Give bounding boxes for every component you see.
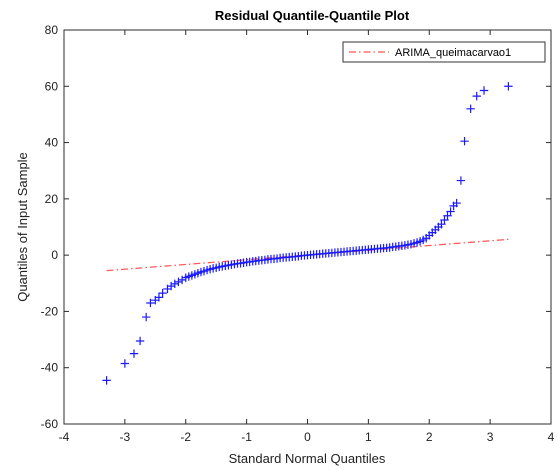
data-point bbox=[174, 277, 183, 287]
data-point bbox=[446, 207, 455, 216]
axis-ticks: -4 -3 -2 -1 0 1 2 3 4 -60 -40 -20 0 20 40 60 80 bbox=[41, 23, 555, 444]
y-axis-label: Quantiles of Input Sample bbox=[15, 152, 30, 302]
data-point bbox=[443, 211, 452, 220]
x-tick-label: 2 bbox=[426, 430, 433, 444]
data-point bbox=[479, 86, 489, 95]
data-point bbox=[135, 336, 145, 346]
data-point bbox=[437, 219, 446, 229]
data-point bbox=[129, 349, 139, 358]
data-point bbox=[170, 279, 179, 289]
x-axis-label: Standard Normal Quantiles bbox=[229, 451, 386, 466]
x-tick-label: -3 bbox=[120, 430, 131, 444]
y-tick-label: 20 bbox=[45, 192, 59, 206]
y-tick-label: -60 bbox=[41, 417, 59, 431]
data-point bbox=[102, 376, 111, 385]
x-tick-label: -1 bbox=[241, 430, 252, 444]
x-tick-label: 0 bbox=[304, 430, 311, 444]
x-tick-label: -2 bbox=[180, 430, 191, 444]
data-point bbox=[472, 91, 481, 101]
x-tick-label: 1 bbox=[365, 430, 372, 444]
x-tick-label: -4 bbox=[59, 430, 70, 444]
y-tick-label: 0 bbox=[51, 248, 58, 262]
y-tick-label: -20 bbox=[41, 304, 59, 318]
chart-title: Residual Quantile-Quantile Plot bbox=[215, 8, 410, 23]
x-tick-label: 4 bbox=[548, 430, 555, 444]
reference-line bbox=[106, 238, 509, 272]
y-tick-label: 80 bbox=[45, 23, 59, 37]
y-tick-label: 40 bbox=[45, 136, 59, 150]
y-tick-label: 60 bbox=[45, 79, 59, 93]
data-point bbox=[504, 82, 513, 91]
data-point bbox=[120, 359, 130, 368]
legend: ARIMA_queimacarvao1 bbox=[342, 41, 546, 63]
data-point bbox=[154, 293, 164, 302]
legend-box bbox=[342, 41, 546, 63]
data-point bbox=[456, 176, 466, 185]
data-point bbox=[146, 298, 155, 308]
x-tick-label: 3 bbox=[487, 430, 494, 444]
data-points-layer bbox=[102, 82, 513, 385]
data-point bbox=[452, 198, 461, 208]
y-tick-label: -40 bbox=[41, 361, 59, 375]
plot-area bbox=[63, 29, 552, 425]
data-point bbox=[141, 312, 151, 322]
legend-label: ARIMA_queimacarvao1 bbox=[395, 47, 511, 59]
data-point bbox=[440, 215, 449, 225]
data-point bbox=[460, 136, 469, 146]
reference-line-layer bbox=[106, 238, 509, 272]
data-point bbox=[158, 288, 167, 298]
data-point bbox=[466, 104, 475, 113]
